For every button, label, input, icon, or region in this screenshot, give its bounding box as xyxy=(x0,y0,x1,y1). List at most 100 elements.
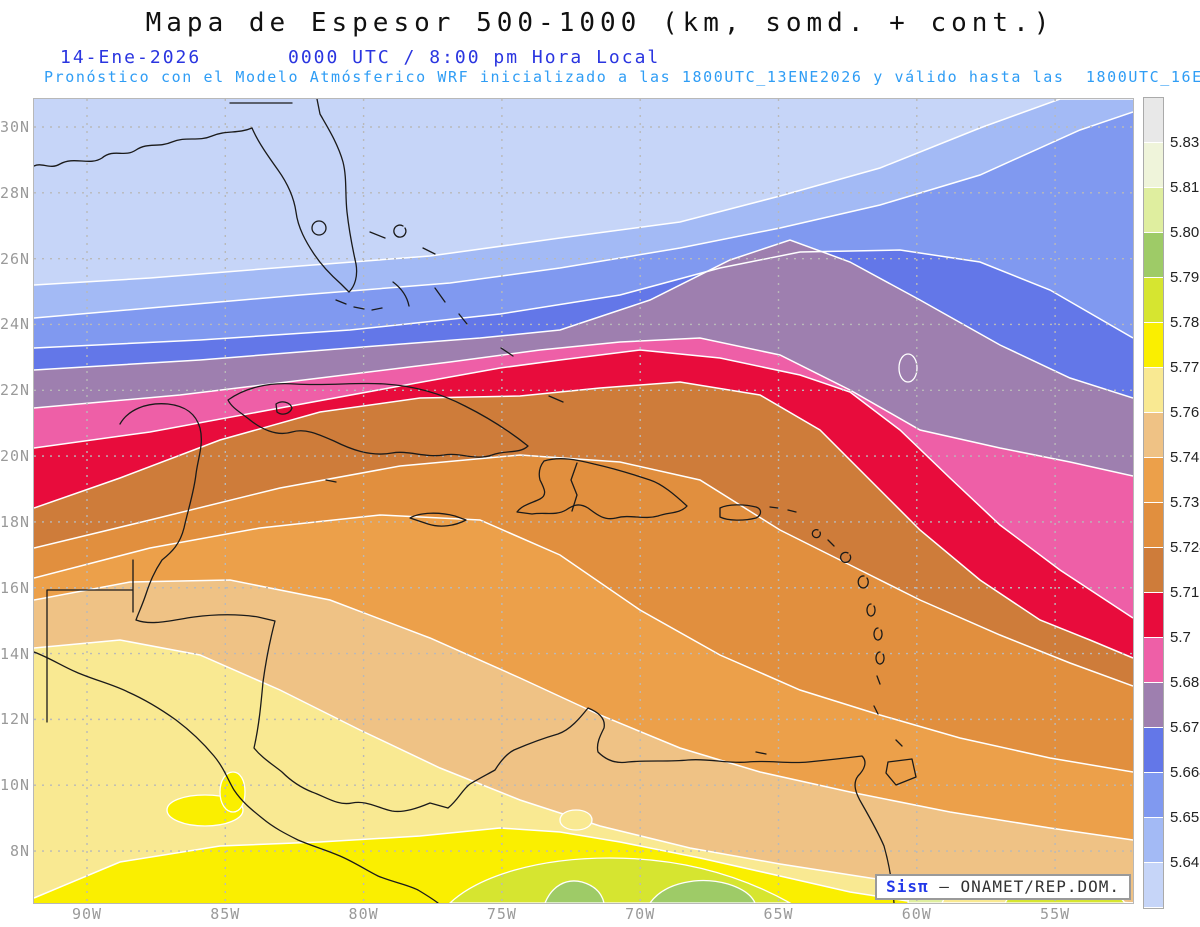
island-grand-cayman xyxy=(325,479,337,483)
colorbar-label-5.724: 5.724 xyxy=(1170,539,1200,556)
colorbar-segment xyxy=(1144,818,1163,863)
contour-line-5.736 xyxy=(34,514,1133,773)
band-fill-below-5.76 xyxy=(34,640,1133,903)
colorbar-segment xyxy=(1144,233,1163,278)
coastline-pacific-central-america xyxy=(34,651,439,903)
gridlines xyxy=(34,99,1133,903)
colorbar-label-5.76: 5.76 xyxy=(1170,404,1200,421)
contour-line-5.724 xyxy=(34,454,1133,687)
contour-line-5.664 xyxy=(34,249,1133,349)
colorbar-label-5.748: 5.748 xyxy=(1170,449,1200,466)
island-jamaica xyxy=(409,512,467,527)
island-isle-of-youth xyxy=(275,401,293,415)
colorbar-label-5.652: 5.652 xyxy=(1170,809,1200,826)
colorbar-segment xyxy=(1144,503,1163,548)
colorbar-segment xyxy=(1144,143,1163,188)
colorbar-label-5.795: 5.795 xyxy=(1170,269,1200,286)
colorbar-label-5.736: 5.736 xyxy=(1170,494,1200,511)
lon-label-75W: 75W xyxy=(486,905,517,923)
lon-label-70W: 70W xyxy=(625,905,656,923)
forecast-time: 0000 UTC / 8:00 pm Hora Local xyxy=(288,47,661,68)
attribution-text: – ONAMET/REP.DOM. xyxy=(928,877,1120,896)
lat-label-16N: 16N xyxy=(0,578,31,597)
thickness-bands xyxy=(34,99,1133,903)
colorbar-label-5.807: 5.807 xyxy=(1170,224,1200,241)
colorbar-segment xyxy=(1144,188,1163,233)
islands-lesser-antilles xyxy=(769,506,903,747)
attribution-brand: Sisπ xyxy=(886,877,929,896)
coastline-yucatan-central-america xyxy=(119,403,449,813)
coastline-colombia-venezuela xyxy=(447,707,895,903)
colorbar-segment xyxy=(1144,773,1163,818)
lat-label-18N: 18N xyxy=(0,512,31,531)
attribution-box: Sisπ – ONAMET/REP.DOM. xyxy=(875,874,1131,900)
cream-hole-colombia xyxy=(559,809,593,831)
island-trinidad xyxy=(885,758,917,786)
contour-line-5.7 xyxy=(34,349,1133,619)
colorbar-label-5.819: 5.819 xyxy=(1170,179,1200,196)
forecast-date: 14-Ene-2026 xyxy=(60,47,202,68)
coastline-florida xyxy=(251,99,358,293)
purple-blob-atlantic xyxy=(898,353,918,383)
lon-label-55W: 55W xyxy=(1040,905,1071,923)
yellow-blob-costarica xyxy=(219,771,246,813)
colorbar-label-5.772: 5.772 xyxy=(1170,359,1200,376)
lat-label-14N: 14N xyxy=(0,644,31,663)
colorbar-segment xyxy=(1144,593,1163,638)
contour-line-5.772 xyxy=(34,827,1133,903)
lat-label-12N: 12N xyxy=(0,710,31,729)
coastlines xyxy=(34,99,917,903)
border-guatemala xyxy=(46,559,134,723)
contour-line-5.676 xyxy=(34,239,1133,399)
colorbar-segment xyxy=(1144,368,1163,413)
colorbar-segment xyxy=(1144,98,1163,143)
colorbar-label-5.64: 5.64 xyxy=(1170,854,1200,871)
datetime-line: 14-Ene-2026 0000 UTC / 8:00 pm Hora Loca… xyxy=(0,47,1200,131)
colorbar-segment xyxy=(1144,413,1163,458)
lake-okeechobee xyxy=(311,220,327,236)
lon-label-90W: 90W xyxy=(71,905,103,923)
contour-line-5.64 xyxy=(34,99,1133,286)
lon-label-80W: 80W xyxy=(348,905,379,923)
lat-label-22N: 22N xyxy=(0,381,31,400)
island-margarita xyxy=(755,751,767,755)
colorbar-segment xyxy=(1144,323,1163,368)
lon-label-85W: 85W xyxy=(210,905,241,923)
colorbar-segment xyxy=(1144,863,1163,908)
lat-label-20N: 20N xyxy=(0,447,31,466)
lat-label-8N: 8N xyxy=(9,842,30,861)
contour-line-5.652 xyxy=(34,111,1133,319)
green-blob-colombia-1 xyxy=(544,880,605,903)
contour-map-svg xyxy=(34,99,1133,903)
colorbar-label-5.831: 5.831 xyxy=(1170,134,1200,151)
colorbar-label-5.712: 5.712 xyxy=(1170,584,1200,601)
island-puerto-rico xyxy=(719,504,762,521)
island-hispaniola xyxy=(516,458,688,520)
colorbar-segment xyxy=(1144,548,1163,593)
colorbar-label-5.676: 5.676 xyxy=(1170,719,1200,736)
lon-label-60W: 60W xyxy=(901,905,932,923)
colorbar xyxy=(1143,97,1164,909)
border-haiti-dr xyxy=(570,462,578,512)
colorbar-segment xyxy=(1144,278,1163,323)
lat-label-10N: 10N xyxy=(0,776,31,795)
colorbar-label-5.7: 5.7 xyxy=(1170,629,1191,646)
colorbar-segment xyxy=(1144,458,1163,503)
islands-bahamas xyxy=(369,224,564,403)
model-init-line: Pronóstico con el Modelo Atmósferico WRF… xyxy=(44,68,1200,86)
lat-label-28N: 28N xyxy=(0,183,31,202)
colorbar-label-5.664: 5.664 xyxy=(1170,764,1200,781)
coastline-gulf-coast xyxy=(34,127,253,167)
coastline-cuba xyxy=(227,382,529,458)
contour-line-5.712 xyxy=(34,381,1133,659)
map-area: Sisπ – ONAMET/REP.DOM. xyxy=(33,98,1134,904)
lat-label-24N: 24N xyxy=(0,315,31,334)
colorbar-label-5.688: 5.688 xyxy=(1170,674,1200,691)
green-blob-colombia-2 xyxy=(649,879,756,903)
contour-line-5.688 xyxy=(34,337,1133,477)
colorbar-segment xyxy=(1144,728,1163,773)
page-title: Mapa de Espesor 500-1000 (km, somd. + co… xyxy=(145,8,1055,38)
lat-label-26N: 26N xyxy=(0,249,31,268)
lon-label-65W: 65W xyxy=(763,905,794,923)
